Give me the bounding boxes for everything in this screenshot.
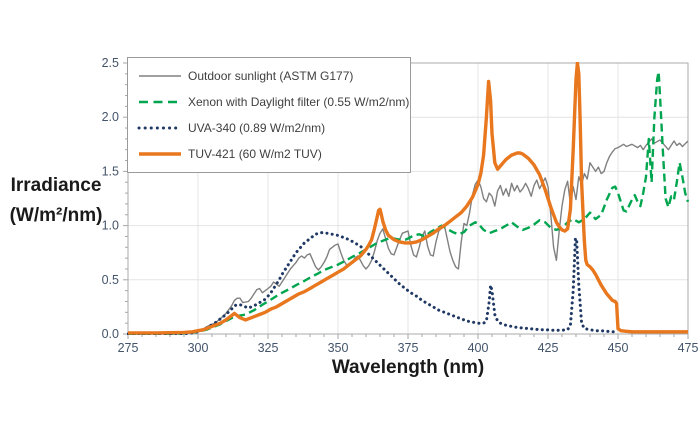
legend-item-uva-340: UVA-340 (0.89 W/m2/nm) xyxy=(128,121,410,135)
x-tick-label: 350 xyxy=(328,341,349,355)
x-tick-label: 400 xyxy=(468,341,489,355)
legend-label: Xenon with Daylight filter (0.55 W/m2/nm… xyxy=(188,95,410,109)
x-tick-label: 300 xyxy=(188,341,209,355)
series-outdoor-sunlight xyxy=(128,138,689,335)
y-tick-label: 2.5 xyxy=(102,56,119,70)
legend-item-xenon-daylight-filter: Xenon with Daylight filter (0.55 W/m2/nm… xyxy=(128,95,410,109)
x-tick-label: 475 xyxy=(678,341,699,355)
legend-label: Outdoor sunlight (ASTM G177) xyxy=(188,69,354,83)
legend-label: TUV-421 (60 W/m2 TUV) xyxy=(188,147,322,161)
x-tick-label: 375 xyxy=(398,341,419,355)
y-tick-label: 0.0 xyxy=(102,327,119,341)
legend-item-tuv-421: TUV-421 (60 W/m2 TUV) xyxy=(128,147,410,161)
x-tick-label: 425 xyxy=(538,341,559,355)
x-axis-title: Wavelength (nm) xyxy=(331,357,485,378)
series-xenon-daylight-filter xyxy=(128,70,689,335)
x-tick-label: 450 xyxy=(608,341,629,355)
legend: Outdoor sunlight (ASTM G177) Xenon with D… xyxy=(127,57,411,173)
y-axis-title: Irradiance (W/m²/nm) xyxy=(0,171,112,231)
y-tick-label: 1.5 xyxy=(102,164,119,178)
legend-item-outdoor-sunlight: Outdoor sunlight (ASTM G177) xyxy=(128,69,410,83)
y-tick-label: 2.0 xyxy=(102,110,119,124)
legend-line-sample xyxy=(139,100,181,104)
tick-marks xyxy=(123,62,689,339)
y-axis-title-line1: Irradiance xyxy=(10,175,102,196)
series-tuv-421 xyxy=(128,62,688,335)
y-tick-label: 1.0 xyxy=(102,219,119,233)
tick-labels: 275 300 325 350 375 400 425 450 475 0.0 0.5 1.0 1.5 2… xyxy=(102,56,699,355)
x-tick-label: 325 xyxy=(258,341,279,355)
y-axis-title-line2: (W/m²/nm) xyxy=(9,205,103,226)
series-uva-340 xyxy=(127,231,620,335)
y-tick-label: 0.5 xyxy=(102,273,119,287)
legend-line-sample xyxy=(139,75,181,77)
legend-line-sample xyxy=(139,152,181,156)
legend-label: UVA-340 (0.89 W/m2/nm) xyxy=(188,121,326,135)
x-tick-label: 275 xyxy=(118,341,139,355)
legend-line-sample xyxy=(137,126,183,130)
